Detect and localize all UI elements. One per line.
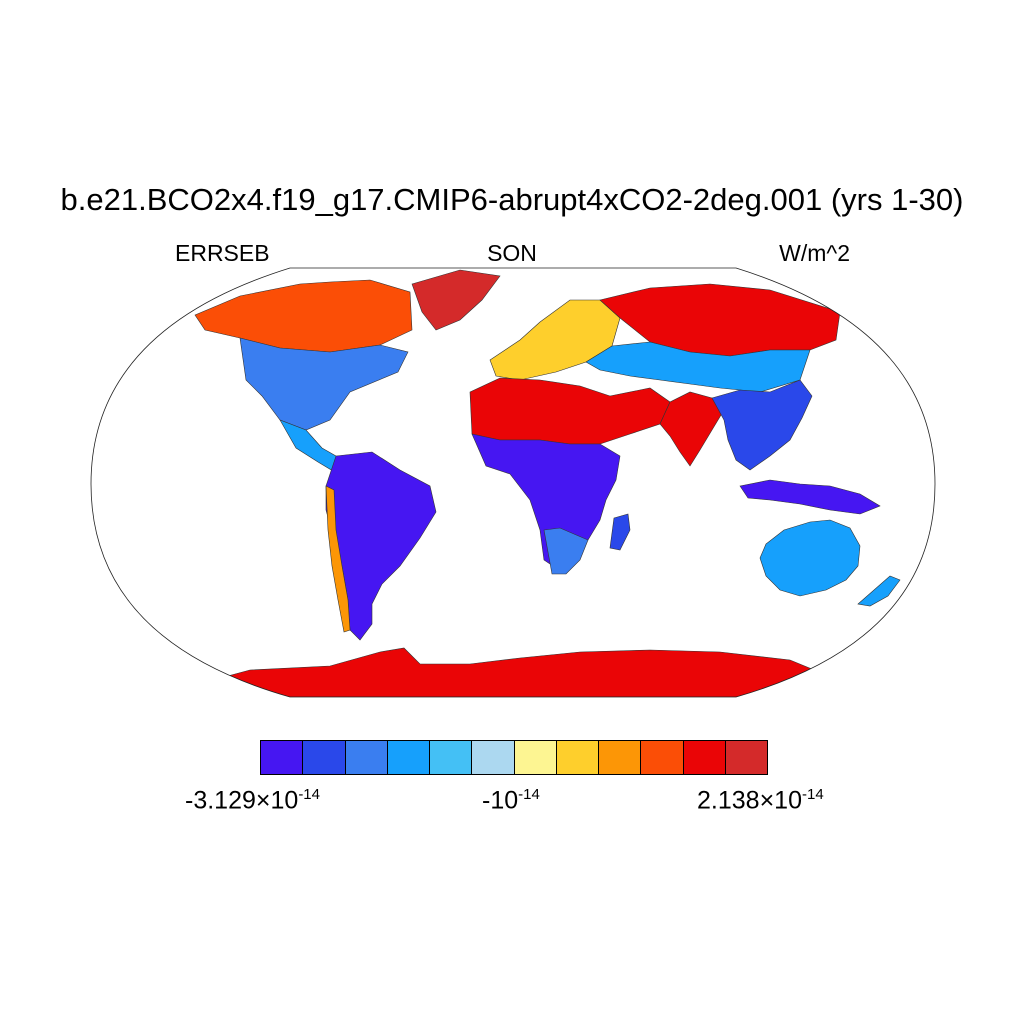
colorbar-swatch <box>599 741 642 774</box>
units-label: W/m^2 <box>779 240 850 266</box>
plot-title: b.e21.BCO2x4.f19_g17.CMIP6-abrupt4xCO2-2… <box>60 182 964 217</box>
region-andes <box>325 485 351 633</box>
colorbar-min-label: -3.129×10-14 <box>185 786 320 815</box>
region-north-america-temperate <box>239 337 409 431</box>
colorbar-swatch <box>387 741 430 774</box>
region-sub-saharan-africa <box>471 433 621 569</box>
colorbar-mid-label: -10-14 <box>482 786 540 815</box>
region-australia <box>759 519 861 597</box>
map-border <box>90 267 936 698</box>
region-southeast-asia <box>711 379 813 471</box>
colorbar-swatch <box>683 741 726 774</box>
colorbar-swatch <box>641 741 684 774</box>
region-south-africa <box>543 527 589 575</box>
colorbar-swatch <box>556 741 599 774</box>
region-antarctica <box>149 647 881 697</box>
colorbar-swatch <box>514 741 557 774</box>
colorbar-swatch <box>261 741 304 774</box>
region-new-zealand <box>857 575 901 607</box>
colorbar-swatch <box>303 741 346 774</box>
season-label: SON <box>487 240 537 266</box>
region-madagascar <box>609 513 631 551</box>
variable-label: ERRSEB <box>175 240 270 266</box>
colorbar-swatch <box>725 741 767 774</box>
colorbar-max-label: 2.138×10-14 <box>697 786 824 815</box>
colorbar-swatch <box>345 741 388 774</box>
colorbar-swatch <box>472 741 515 774</box>
region-india <box>659 391 725 467</box>
region-greenland <box>411 269 501 331</box>
colorbar-swatch <box>430 741 473 774</box>
region-maritime-continent <box>739 479 881 515</box>
colorbar <box>260 740 768 775</box>
